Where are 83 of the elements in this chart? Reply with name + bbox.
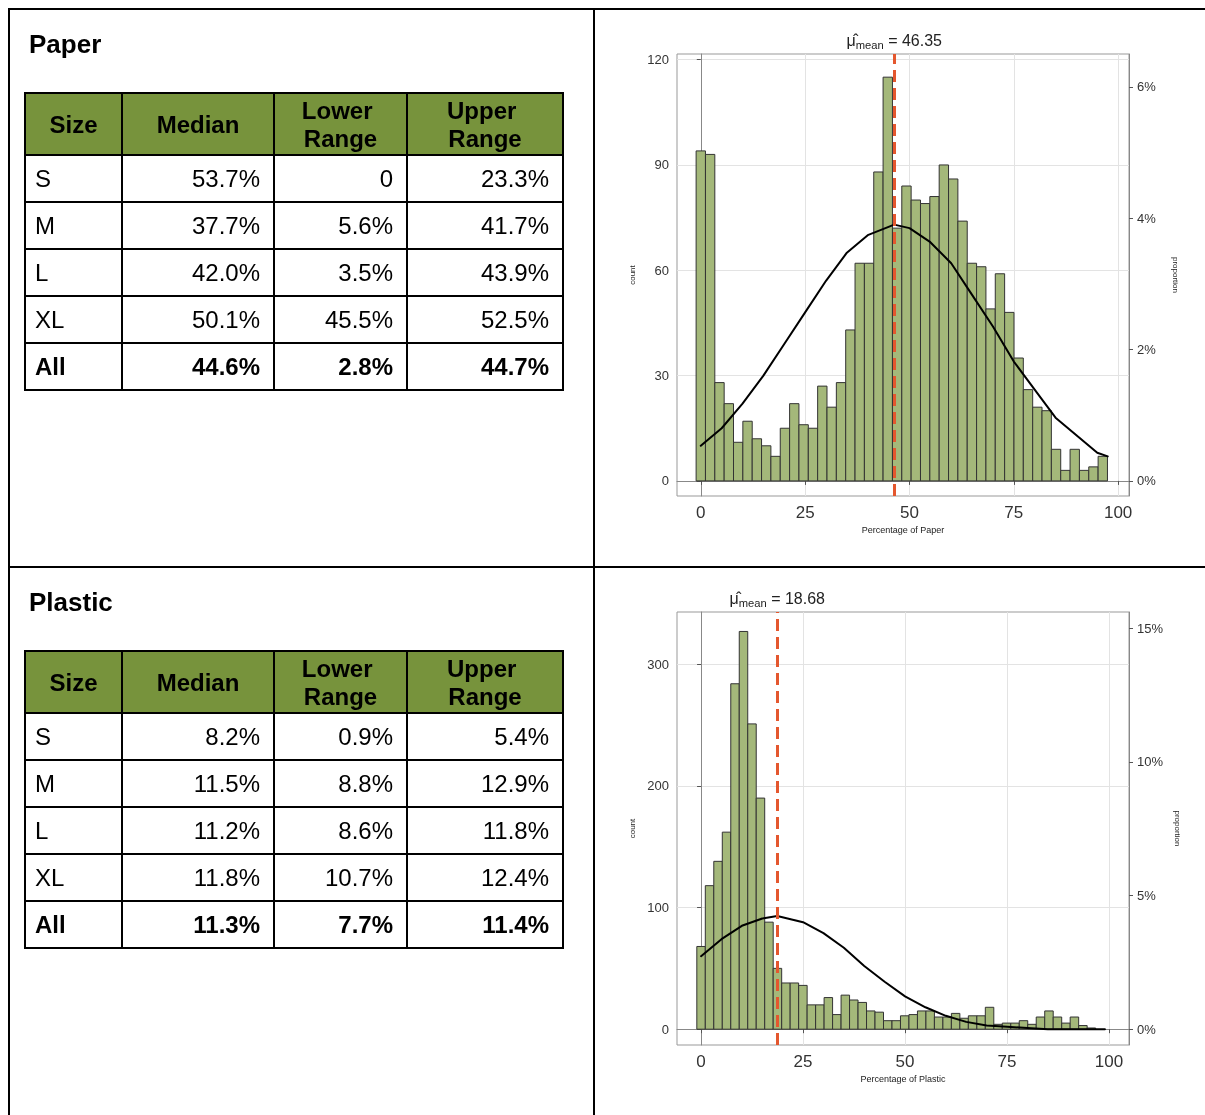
text: Plastic [29, 587, 113, 617]
x-axis-title: Percentage of Paper [861, 525, 945, 536]
text: 43.9% [480, 259, 549, 286]
x-tick-label: 25 [795, 503, 815, 522]
category-label: XL [35, 864, 65, 891]
x-tick-label: 75 [997, 1052, 1017, 1071]
y2-tick-label: 6% [1137, 79, 1157, 95]
text: 52.5% [480, 306, 549, 333]
category-label: All [35, 911, 66, 938]
x-tick-label: 75 [1004, 503, 1024, 522]
text: 50.1% [191, 306, 260, 333]
category-label: Upper Range [446, 654, 524, 710]
y2-tick-label: 2% [1137, 342, 1157, 358]
y2-tick-label: 0% [1137, 1021, 1157, 1037]
y2-tick-label: 10% [1137, 754, 1164, 770]
text: 37.7% [191, 212, 260, 239]
category-label: M [35, 212, 55, 239]
y-axis-title: count [627, 264, 637, 285]
y-tick-label: 200 [647, 778, 669, 794]
y2-axis-title: proportion [1170, 256, 1180, 294]
y2-tick-label: 4% [1137, 210, 1157, 226]
category-label: All [35, 353, 66, 380]
text: 11.8% [482, 817, 549, 844]
text: 3.5% [338, 259, 393, 286]
category-label: S [35, 165, 52, 192]
y-axis-title: count [627, 817, 637, 839]
text: 10.7% [324, 864, 393, 891]
text: 44.6% [191, 353, 260, 380]
category-label: Median [156, 668, 240, 696]
text: 7.7% [338, 911, 393, 938]
y-tick-label: 0 [661, 473, 669, 489]
text: 8.8% [338, 770, 393, 797]
text: 0 [379, 165, 393, 192]
y2-tick-label: 0% [1137, 473, 1157, 489]
text: 11.3% [193, 911, 260, 938]
text: 44.7% [480, 353, 549, 380]
text: Paper [29, 29, 102, 59]
x-tick-label: 100 [1103, 503, 1133, 522]
text: 45.5% [324, 306, 393, 333]
text: 23.3% [480, 165, 549, 192]
x-tick-label: 50 [895, 1052, 915, 1071]
x-tick-label: 0 [696, 503, 706, 522]
x-tick-label: 50 [900, 503, 919, 522]
text: 11.5% [193, 770, 260, 797]
text: 11.4% [482, 911, 549, 938]
y-tick-label: 100 [647, 900, 669, 916]
text: 0.9% [338, 723, 393, 750]
category-label: L [35, 259, 49, 286]
y2-tick-label: 5% [1137, 888, 1157, 903]
y-tick-label: 120 [647, 52, 669, 68]
y2-axis-title: proportion [1173, 810, 1183, 847]
text: 11.8% [193, 864, 260, 891]
category-label: XL [35, 306, 65, 333]
text: 53.7% [191, 165, 260, 192]
category-label: L [35, 817, 49, 844]
x-tick-label: 100 [1094, 1052, 1124, 1071]
y2-tick-label: 15% [1137, 620, 1164, 636]
text: 12.4% [480, 864, 549, 891]
x-tick-label: 0 [696, 1052, 706, 1071]
text: 11.2% [193, 817, 260, 844]
category-label: Upper Range [446, 96, 524, 152]
text: Size [49, 668, 98, 696]
text: 5.4% [494, 723, 549, 750]
text: 12.9% [480, 770, 549, 797]
y-tick-label: 90 [654, 157, 669, 173]
text: 42.0% [191, 259, 260, 286]
text: 8.6% [338, 817, 393, 844]
text: 41.7% [480, 212, 549, 239]
category-label: Lower Range [301, 654, 380, 710]
text: 8.2% [205, 723, 260, 750]
text: 5.6% [338, 212, 393, 239]
text: 2.8% [338, 353, 393, 380]
y-tick-label: 0 [661, 1021, 669, 1037]
y-tick-label: 30 [654, 368, 669, 384]
text: Size [49, 110, 98, 138]
category-label: S [35, 723, 52, 750]
y-tick-label: 300 [647, 656, 669, 672]
x-tick-label: 25 [793, 1052, 813, 1071]
category-label: M [35, 770, 55, 797]
y-tick-label: 60 [654, 262, 669, 278]
category-label: Lower Range [301, 96, 380, 152]
x-axis-title: Percentage of Plastic [860, 1074, 947, 1085]
category-label: Median [156, 110, 240, 138]
